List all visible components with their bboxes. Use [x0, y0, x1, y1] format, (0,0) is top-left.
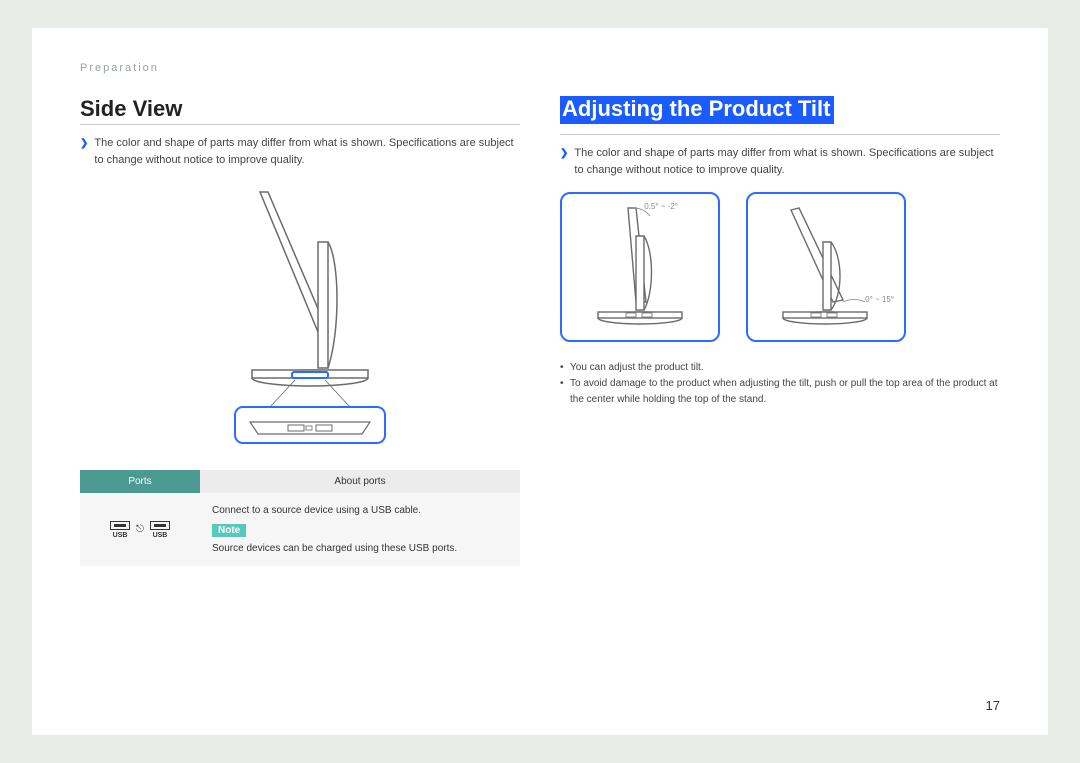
- tilt-bullet-list: You can adjust the product tilt. To avoi…: [560, 360, 1000, 408]
- usb-icons-cell: USB ⎋ USB: [80, 493, 200, 566]
- tilt-figures-row: 0.5° ~ -2° 0° ~ 15°: [560, 192, 1000, 342]
- tilt-angle-label-2: 0° ~ 15°: [865, 295, 894, 304]
- right-column: Adjusting the Product Tilt ❯ The color a…: [560, 96, 1000, 566]
- connect-text: Connect to a source device using a USB c…: [212, 503, 508, 518]
- usb-port-icon: USB: [110, 521, 130, 539]
- tilt-figure-tilted: 0° ~ 15°: [746, 192, 906, 342]
- about-ports-header: About ports: [200, 470, 520, 493]
- tilt-disclaimer: ❯ The color and shape of parts may diffe…: [560, 145, 1000, 178]
- ports-header: Ports: [80, 470, 200, 493]
- adjusting-tilt-heading: Adjusting the Product Tilt: [560, 96, 834, 124]
- chevron-icon: ❯: [560, 146, 568, 161]
- disclaimer-text: The color and shape of parts may differ …: [94, 135, 520, 168]
- side-view-disclaimer: ❯ The color and shape of parts may diffe…: [80, 135, 520, 168]
- tilt-bullet-1: You can adjust the product tilt.: [560, 360, 1000, 376]
- tilt-figure-upright: 0.5° ~ -2°: [560, 192, 720, 342]
- left-column: Side View ❯ The color and shape of parts…: [80, 96, 520, 566]
- breadcrumb: Preparation: [80, 62, 1000, 74]
- disclaimer-text: The color and shape of parts may differ …: [574, 145, 1000, 178]
- manual-page: Preparation Side View ❯ The color and sh…: [32, 28, 1048, 735]
- monitor-side-svg: [200, 182, 400, 452]
- side-view-heading: Side View: [80, 96, 520, 125]
- note-text: Source devices can be charged using thes…: [212, 541, 508, 556]
- ports-table: Ports About ports USB ⎋: [80, 470, 520, 566]
- side-view-illustration: [80, 182, 520, 452]
- tilt-bullet-2: To avoid damage to the product when adju…: [560, 376, 1000, 408]
- usb-symbol-icon: ⎋: [136, 524, 144, 535]
- page-number: 17: [986, 698, 1000, 713]
- tilt-angle-label-1: 0.5° ~ -2°: [644, 202, 678, 211]
- two-column-layout: Side View ❯ The color and shape of parts…: [80, 96, 1000, 566]
- usb-port-icon: USB: [150, 521, 170, 539]
- chevron-icon: ❯: [80, 136, 88, 151]
- ports-description-cell: Connect to a source device using a USB c…: [200, 493, 520, 566]
- note-badge: Note: [212, 524, 246, 537]
